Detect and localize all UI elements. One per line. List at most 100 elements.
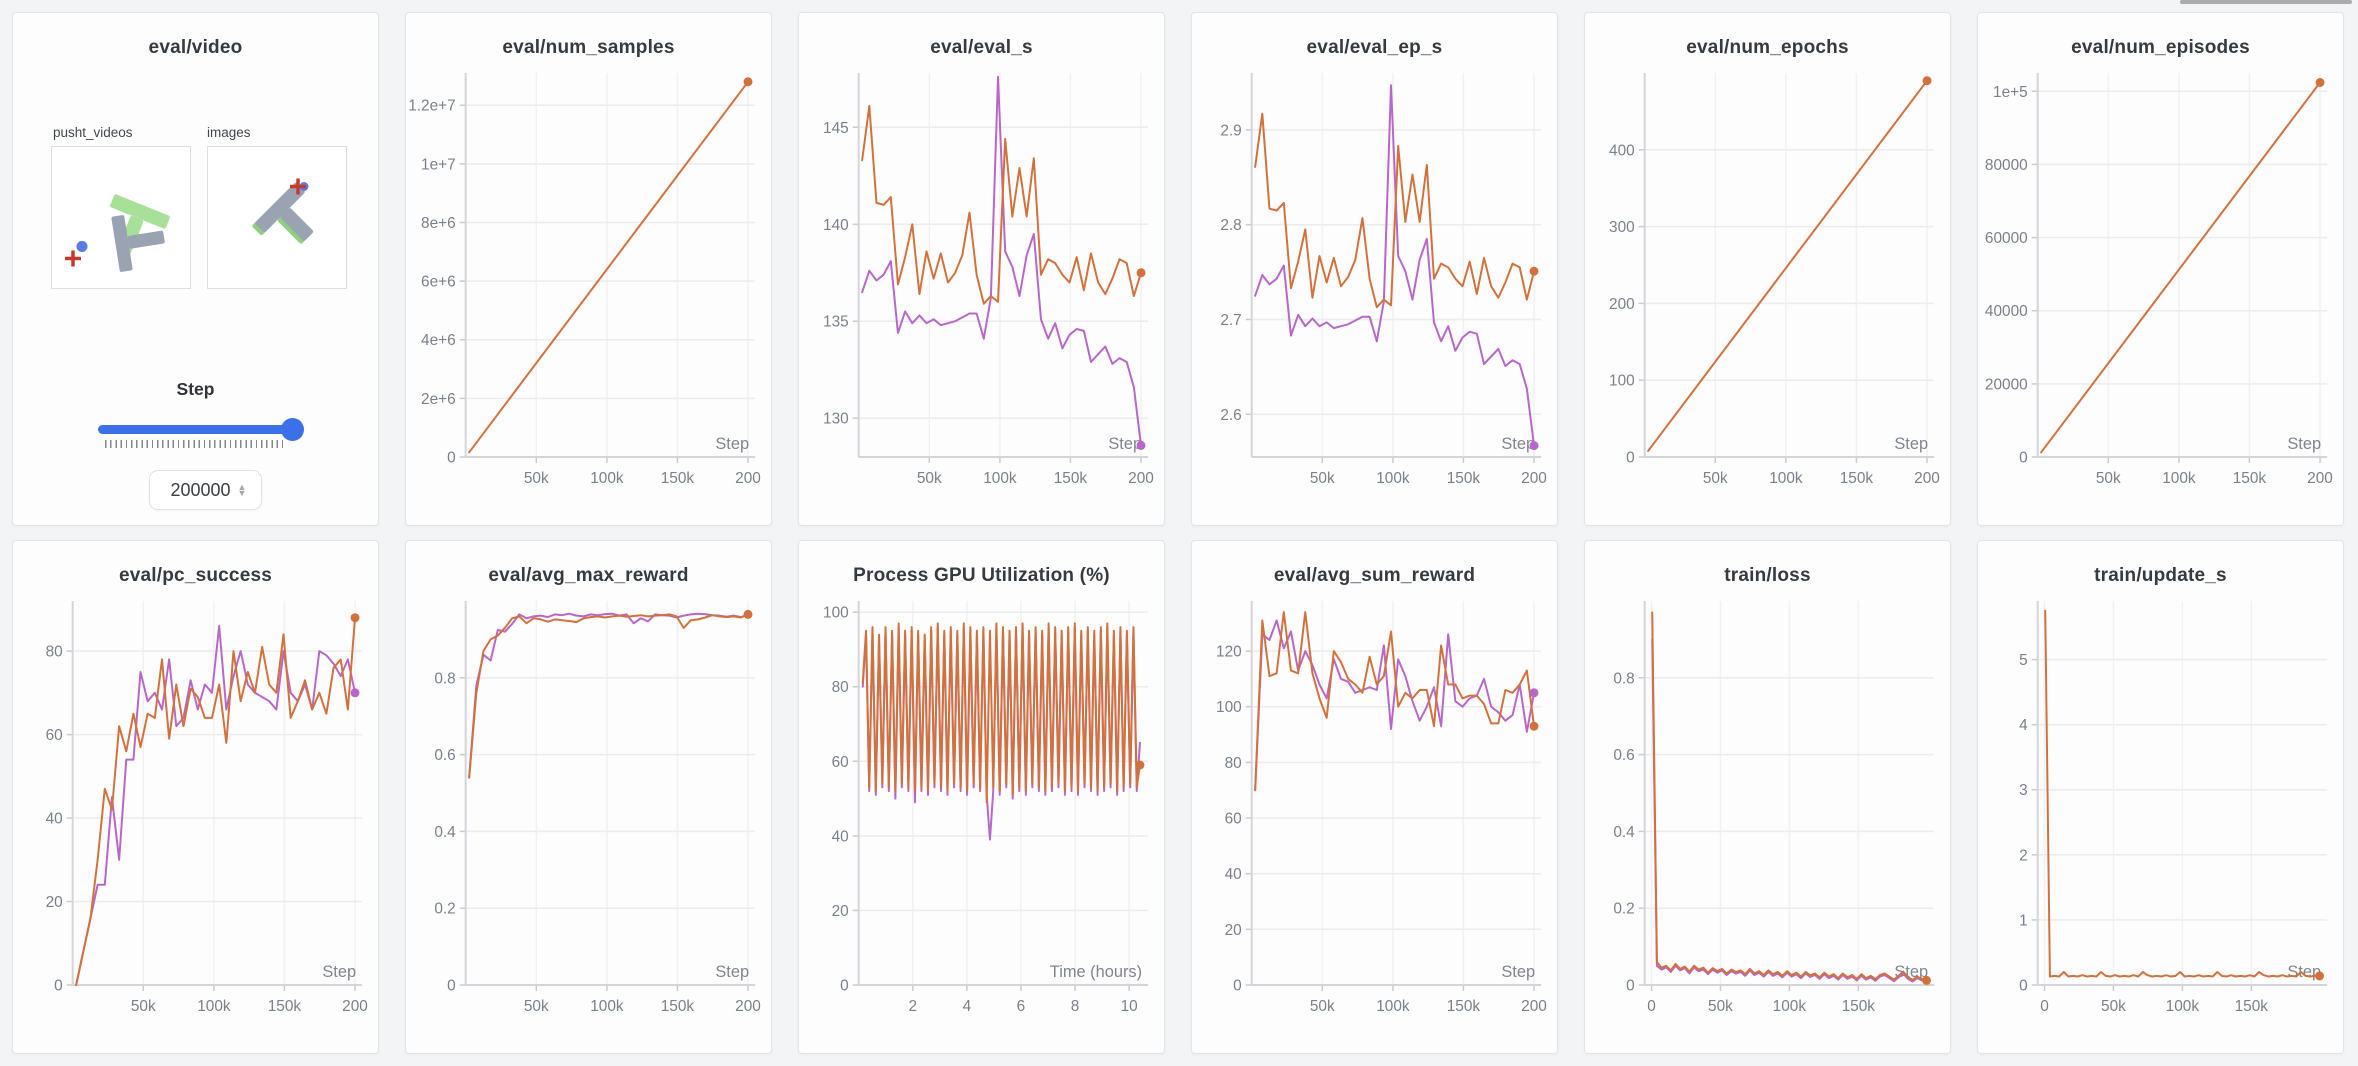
svg-text:2.8: 2.8 bbox=[1220, 217, 1241, 234]
svg-text:200: 200 bbox=[2307, 470, 2333, 487]
svg-text:0.2: 0.2 bbox=[1613, 901, 1634, 918]
chart-eval-pc-success[interactable]: 50k 100k 150k 200 0 20 40 60 80 Step bbox=[13, 589, 378, 1033]
chart-eval-num-samples[interactable]: 50k 100k 150k 200 0 2e+6 4e+6 6e+6 8e+6 1e+7 1.2e+… bbox=[406, 61, 771, 505]
chart-eval-eval-s[interactable]: 50k 100k 150k 200 130 135 140 145 Step bbox=[799, 61, 1164, 505]
svg-text:0: 0 bbox=[840, 977, 849, 994]
svg-text:20: 20 bbox=[46, 894, 63, 911]
step-input-box[interactable]: ▲▼ bbox=[149, 470, 262, 510]
panel-train-update-s[interactable]: train/update_s 0 50k 100k 150k 0 1 2 3 4 5 Step bbox=[1977, 540, 2344, 1054]
pusht-video-frame bbox=[65, 194, 170, 272]
tee-block bbox=[255, 182, 314, 241]
svg-text:60000: 60000 bbox=[1985, 230, 2028, 247]
svg-text:400: 400 bbox=[1609, 142, 1635, 159]
chart-title: eval/num_samples bbox=[502, 37, 675, 58]
chart-train-loss[interactable]: 0 50k 100k 150k 0 0.2 0.4 0.6 0.8 Step bbox=[1585, 589, 1950, 1033]
panel-eval-num-samples[interactable]: eval/num_samples 50k 100k 150k 200 0 2e+6 4e+6… bbox=[405, 12, 772, 526]
media-thumbnail-images[interactable] bbox=[207, 146, 347, 289]
svg-text:2.7: 2.7 bbox=[1220, 312, 1241, 329]
chart-eval-num-epochs[interactable]: 50k 100k 150k 200 0 100 200 300 400 Step bbox=[1585, 61, 1950, 505]
svg-text:300: 300 bbox=[1609, 219, 1635, 236]
agent-dot bbox=[76, 241, 88, 252]
step-slider-track[interactable] bbox=[98, 418, 304, 441]
svg-text:80000: 80000 bbox=[1985, 157, 2028, 174]
svg-text:200: 200 bbox=[1128, 470, 1154, 487]
svg-text:Time (hours): Time (hours) bbox=[1050, 963, 1142, 981]
svg-text:100: 100 bbox=[1216, 699, 1242, 716]
chart-title: eval/avg_sum_reward bbox=[1273, 565, 1476, 586]
step-slider-ticks bbox=[105, 440, 285, 448]
chart-title: Process GPU Utilization (%) bbox=[853, 565, 1110, 586]
svg-text:5: 5 bbox=[2019, 652, 2028, 669]
stepper-arrows-icon[interactable]: ▲ ▼ bbox=[237, 482, 247, 498]
media-caption-images: images bbox=[207, 125, 251, 140]
svg-text:40: 40 bbox=[1225, 866, 1242, 883]
svg-text:140: 140 bbox=[823, 217, 849, 234]
svg-text:100: 100 bbox=[823, 605, 849, 622]
svg-text:100k: 100k bbox=[983, 470, 1017, 487]
svg-text:2: 2 bbox=[908, 998, 917, 1015]
svg-text:100k: 100k bbox=[2162, 470, 2196, 487]
chart-title: train/update_s bbox=[2094, 565, 2227, 586]
svg-text:200: 200 bbox=[342, 998, 368, 1015]
svg-text:150k: 150k bbox=[1447, 998, 1481, 1015]
svg-text:100k: 100k bbox=[1773, 998, 1807, 1015]
chart-eval-avg-max-reward[interactable]: 50k 100k 150k 200 0 0.2 0.4 0.6 0.8 Step bbox=[406, 589, 771, 1033]
svg-text:50k: 50k bbox=[1310, 470, 1335, 487]
svg-text:145: 145 bbox=[823, 120, 849, 137]
svg-text:Step: Step bbox=[322, 963, 356, 981]
panel-eval-avg-sum-reward[interactable]: eval/avg_sum_reward 50k 100k 150k 200 0 20 40 6… bbox=[1191, 540, 1558, 1054]
panel-eval-eval-s[interactable]: eval/eval_s 50k 100k 150k 200 130 135 140 145 St… bbox=[798, 12, 1165, 526]
panel-eval-avg-max-reward[interactable]: eval/avg_max_reward 50k 100k 150k 200 0 0.2 0.… bbox=[405, 540, 772, 1054]
svg-text:80: 80 bbox=[46, 644, 63, 661]
svg-text:120: 120 bbox=[1216, 644, 1242, 661]
svg-text:0: 0 bbox=[2019, 449, 2028, 466]
svg-text:100k: 100k bbox=[2166, 998, 2200, 1015]
svg-text:60: 60 bbox=[832, 754, 849, 771]
svg-text:4: 4 bbox=[2019, 717, 2028, 734]
panel-eval-video[interactable]: eval/video pusht_videos images bbox=[12, 12, 379, 526]
svg-text:150k: 150k bbox=[2233, 470, 2267, 487]
svg-text:0: 0 bbox=[447, 449, 456, 466]
svg-text:Step: Step bbox=[715, 435, 749, 453]
svg-text:200: 200 bbox=[1914, 470, 1940, 487]
svg-text:Step: Step bbox=[1894, 963, 1928, 981]
step-slider-thumb[interactable] bbox=[281, 418, 304, 441]
svg-text:100k: 100k bbox=[1376, 998, 1410, 1015]
svg-text:50k: 50k bbox=[2101, 998, 2126, 1015]
svg-text:40000: 40000 bbox=[1985, 303, 2028, 320]
panel-grid: eval/video pusht_videos images bbox=[12, 12, 2344, 1054]
svg-text:0: 0 bbox=[2040, 998, 2049, 1015]
svg-text:100k: 100k bbox=[590, 998, 624, 1015]
panel-eval-num-episodes[interactable]: eval/num_episodes 50k 100k 150k 200 0 20000 40… bbox=[1977, 12, 2344, 526]
panel-gpu-utilization[interactable]: Process GPU Utilization (%) 2 4 6 8 10 0 20 40 6… bbox=[798, 540, 1165, 1054]
svg-text:100k: 100k bbox=[590, 470, 624, 487]
panel-eval-num-epochs[interactable]: eval/num_epochs 50k 100k 150k 200 0 100 200 300… bbox=[1584, 12, 1951, 526]
media-thumbnail-pusht-videos[interactable] bbox=[51, 146, 191, 289]
svg-text:6e+6: 6e+6 bbox=[421, 274, 456, 291]
svg-text:60: 60 bbox=[1225, 810, 1242, 827]
chart-eval-eval-ep-s[interactable]: 50k 100k 150k 200 2.6 2.7 2.8 2.9 Step bbox=[1192, 61, 1557, 505]
svg-text:60: 60 bbox=[46, 727, 63, 744]
svg-text:200: 200 bbox=[735, 470, 761, 487]
chart-eval-avg-sum-reward[interactable]: 50k 100k 150k 200 0 20 40 60 80 100 120 Step bbox=[1192, 589, 1557, 1033]
tee-block bbox=[111, 215, 165, 272]
svg-text:150k: 150k bbox=[1842, 998, 1876, 1015]
panel-eval-pc-success[interactable]: eval/pc_success 50k 100k 150k 200 0 20 40 60 80 S… bbox=[12, 540, 379, 1054]
panel-train-loss[interactable]: train/loss 0 50k 100k 150k 0 0.2 0.4 0.6 0.8 Step bbox=[1584, 540, 1951, 1054]
horizontal-scrollbar-thumb[interactable] bbox=[2180, 0, 2352, 4]
svg-text:50k: 50k bbox=[2096, 470, 2121, 487]
target-cross-icon bbox=[290, 178, 306, 195]
panel-eval-eval-ep-s[interactable]: eval/eval_ep_s 50k 100k 150k 200 2.6 2.7 2.8 2.… bbox=[1191, 12, 1558, 526]
chart-title: eval/num_episodes bbox=[2071, 37, 2250, 58]
step-input[interactable] bbox=[164, 479, 237, 501]
svg-text:50k: 50k bbox=[917, 470, 942, 487]
svg-text:8e+6: 8e+6 bbox=[421, 215, 456, 232]
chart-eval-num-episodes[interactable]: 50k 100k 150k 200 0 20000 40000 60000 80000 1e+5 S… bbox=[1978, 61, 2343, 505]
chart-title: train/loss bbox=[1724, 565, 1811, 586]
video-panel-body: eval/video pusht_videos images bbox=[13, 37, 378, 525]
chart-title: eval/avg_max_reward bbox=[488, 565, 689, 586]
svg-text:1e+5: 1e+5 bbox=[1993, 84, 2028, 101]
